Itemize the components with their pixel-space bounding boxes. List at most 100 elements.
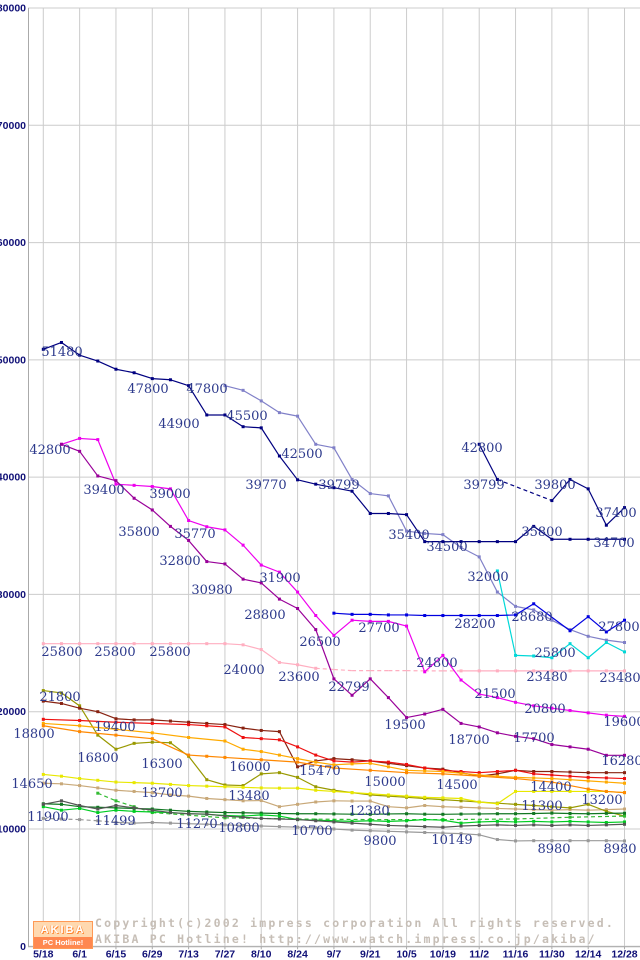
data-label-navy1: 51480 [41,345,82,360]
data-label-magenta: 39400 [83,483,124,498]
x-tick-label: 6/15 [106,949,127,960]
data-label-yellow: 14650 [11,777,52,792]
akiba-pc-hotline-logo[interactable]: AKIBA PC Hotline! [33,921,93,949]
x-tick-label: 9/21 [360,949,381,960]
y-tick-label: 60000 [0,237,26,249]
series-magenta-line [59,436,627,718]
x-tick-label: 7/13 [178,949,199,960]
x-tick-label: 6/29 [142,949,163,960]
data-label-violet: 16280 [601,754,640,769]
data-label-yellow: 13480 [228,789,269,804]
data-label-green: 11499 [94,814,135,829]
series-pink-flat-line [41,642,627,673]
data-label-green: 11900 [27,810,68,825]
x-tick-label: 11/30 [539,949,565,960]
data-label-green: 10700 [291,824,332,839]
series-bright-blue-line [332,602,627,634]
data-label-dkgreen: 11300 [521,799,562,814]
data-label-periwinkle: 45500 [226,409,267,424]
data-label-pink: 23480 [526,670,567,685]
data-label-violet: 32800 [159,554,200,569]
data-label-navy1: 39770 [245,478,286,493]
series-tan-line [41,781,627,812]
series-violet-line [59,442,627,757]
data-label-navy1: 44900 [158,417,199,432]
data-label-cyan: 32000 [467,570,508,585]
data-label-cyan: 25800 [534,646,575,661]
y-tick-label: 0 [20,941,26,953]
data-label-pink: 25800 [149,645,190,660]
series-dark-green-line [41,802,627,816]
y-tick-label: 80000 [0,3,26,15]
data-label-navy2: 39800 [534,478,575,493]
data-label-pink: 23600 [278,670,319,685]
data-label-navy1: 34500 [426,540,467,555]
data-label-green: 10800 [218,821,259,836]
y-tick-label: 30000 [0,589,26,601]
y-tick-label: 70000 [0,120,26,132]
data-label-tan: 12380 [348,804,389,819]
data-label-yellow: 13200 [581,793,622,808]
x-tick-label: 12/28 [611,949,637,960]
series-gray-line [41,816,627,843]
x-tick-label: 11/2 [469,949,489,960]
data-label-periwinkle: 39799 [318,478,359,493]
data-label-orange2: 18800 [13,727,54,742]
y-tick-label: 40000 [0,472,26,484]
data-label-dkgray: 11270 [176,817,217,832]
data-label-gray: 8980 [537,842,570,857]
data-label-navy1: 35800 [521,525,562,540]
logo-pc-hotline-text: PC Hotline! [34,937,92,948]
data-label-periwinkle: 28680 [511,610,552,625]
data-label-violet: 28800 [244,608,285,623]
data-label-pink: 25800 [94,645,135,660]
data-label-yellow: 13700 [141,786,182,801]
data-label-magenta: 31900 [259,571,300,586]
x-tick-label: 10/19 [430,949,456,960]
data-label-maroon: 19400 [94,720,135,735]
x-tick-label: 8/24 [287,949,308,960]
series-red-line [41,717,627,781]
data-label-violet: 35800 [118,525,159,540]
x-tick-label: 9/7 [327,949,342,960]
data-labels: 25800 25800 25800 24000 23600 23480 23480 47800… [11,345,640,857]
logo-akiba-text: AKIBA [40,923,86,936]
x-tick-label: 6/1 [72,949,87,960]
data-label-olive: 16800 [77,751,118,766]
data-label-orange1: 15470 [299,764,340,779]
data-label-blue: 27800 [598,620,639,635]
data-label-gray: 9800 [363,834,396,849]
axis-tick-labels: 80000 70000 60000 50000 40000 30000 20000 10000… [0,3,638,960]
data-label-magenta: 19600 [603,715,640,730]
data-label-orange1: 14400 [530,780,571,795]
y-tick-label: 20000 [0,706,26,718]
copyright-line2[interactable]: AKIBA PC Hotline! http://www.watch.impre… [95,932,597,946]
data-label-maroon: 14500 [436,778,477,793]
data-label-violet: 22799 [328,680,369,695]
data-label-magenta: 42800 [29,443,70,458]
data-label-blue: 28200 [454,617,495,632]
data-label-magenta: 26500 [299,635,340,650]
series-light-blue-line [223,384,627,644]
data-label-violet: 19500 [384,718,425,733]
data-label-magenta: 27700 [358,621,399,636]
series-light-orange-line [41,721,627,785]
data-label-olive: 21800 [39,690,80,705]
data-label-magenta: 20800 [524,702,565,717]
data-label-navy2: 39799 [463,478,504,493]
x-tick-label: 7/27 [215,949,236,960]
data-label-magenta: 35770 [174,527,215,542]
x-tick-label: 12/14 [575,949,601,960]
x-tick-label: 11/16 [503,949,529,960]
data-label-periwinkle: 47800 [186,382,227,397]
data-label-magenta: 39000 [149,487,190,502]
series-cyan-line [495,569,627,660]
gridlines [28,7,640,947]
series-navy-line-main [41,340,627,544]
copyright-line1: Copyright(c)2002 impress corporation All… [95,916,616,930]
data-label-periwinkle: 42500 [281,447,322,462]
series-navy-line-late [477,442,627,527]
data-label-pink: 25800 [41,645,82,660]
